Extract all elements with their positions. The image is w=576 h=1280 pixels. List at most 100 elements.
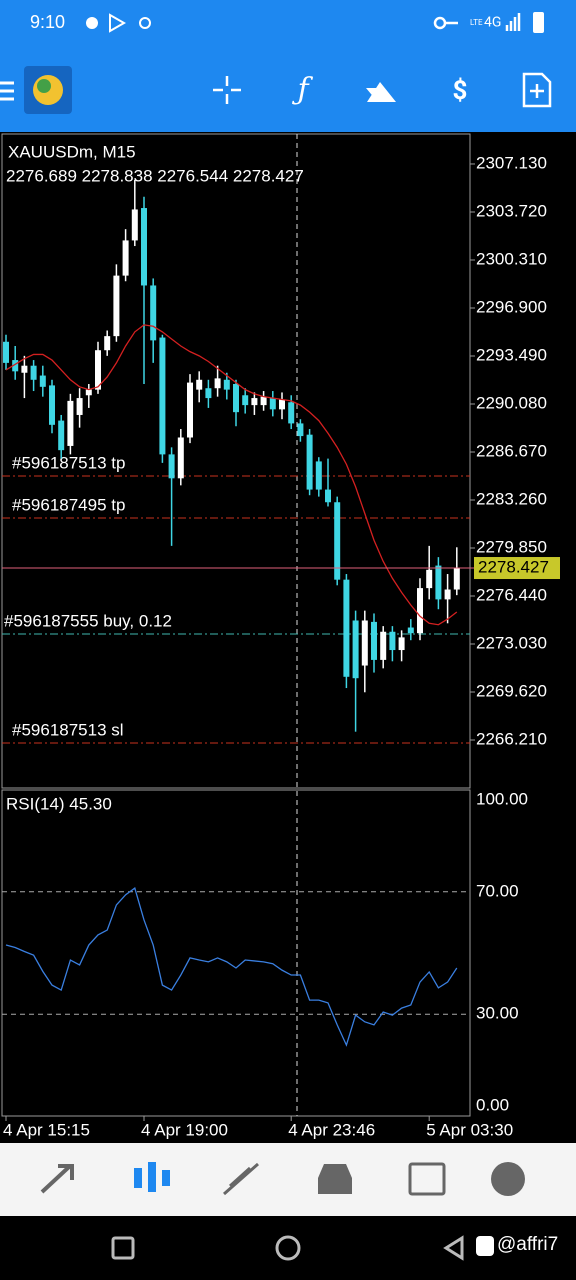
candle-body (269, 398, 276, 410)
x-tick-label: 4 Apr 15:15 (3, 1120, 90, 1139)
candle-body (76, 398, 83, 415)
rsi-tick-label: 70.00 (476, 881, 519, 900)
candle-body (242, 395, 249, 406)
status-icon (109, 13, 127, 33)
candle-body (389, 631, 396, 651)
y-tick-label: 2279.850 (476, 537, 547, 556)
y-tick-label: 2276.440 (476, 585, 547, 604)
y-tick-label: 2266.210 (476, 729, 547, 748)
rsi-tick-label: 100.00 (476, 789, 528, 808)
candle-body (233, 384, 239, 413)
candle-body (177, 437, 184, 479)
price-panel (1, 133, 471, 789)
rsi-tick-label: 0.00 (476, 1095, 509, 1114)
moving-average (5, 324, 458, 626)
y-tick-label: 2293.490 (476, 345, 547, 364)
candle-body (380, 631, 387, 660)
candle-body (352, 620, 359, 679)
y-tick-label: 2273.030 (476, 633, 547, 652)
recents-button[interactable] (111, 1236, 135, 1260)
candle-body (141, 208, 147, 286)
candle-body (113, 275, 120, 337)
candle-body (343, 579, 350, 677)
quotes-tab[interactable] (40, 1164, 74, 1194)
history-tab[interactable] (318, 1164, 352, 1194)
order-label: #596187513 tp (12, 454, 125, 473)
menu-button[interactable] (0, 81, 14, 101)
candle-body (122, 240, 129, 276)
rsi-tick-label: 30.00 (476, 1004, 519, 1023)
rsi-panel (1, 789, 471, 1117)
candle-body (334, 502, 341, 580)
y-tick-label: 2303.720 (476, 201, 547, 220)
candle-body (297, 423, 304, 437)
candle-body (3, 341, 9, 363)
y-tick-label: 2300.310 (476, 249, 547, 268)
candle-body (315, 461, 322, 490)
order-label: #596187495 tp (12, 495, 125, 514)
candle-body (95, 350, 101, 390)
watermark: @affri7 (497, 1234, 558, 1255)
candle-body (398, 637, 405, 651)
trade-button[interactable]: $ (453, 76, 468, 106)
candle-body (417, 588, 423, 634)
y-tick-label: 2269.620 (476, 681, 547, 700)
candle-body (361, 620, 368, 666)
new-order-button[interactable] (522, 72, 552, 108)
candle-body (371, 621, 377, 660)
candle-body (67, 400, 74, 446)
news-tab[interactable] (408, 1162, 446, 1196)
crosshair-button[interactable] (213, 76, 241, 104)
bid-label: 2278.427 (478, 558, 549, 577)
candle-body (325, 489, 331, 503)
chart: XAUUSDm, M15 2276.689 2278.838 2276.544 … (1, 133, 560, 1139)
candle-body (426, 569, 433, 589)
candle-body (21, 365, 28, 373)
candle-body (306, 434, 313, 490)
candle-body (288, 402, 295, 424)
candle-body (214, 378, 221, 389)
candle-body (58, 420, 65, 451)
candle-body (260, 396, 267, 406)
order-label: #596187513 sl (12, 720, 124, 739)
status-icon (86, 17, 98, 29)
trade-tab[interactable] (223, 1162, 259, 1196)
candle-body (407, 627, 414, 634)
objects-button[interactable] (366, 82, 396, 102)
indicators-button[interactable]: ƒ (291, 72, 313, 107)
candle-body (168, 454, 175, 479)
status-icon (139, 17, 151, 29)
candle-body (159, 337, 166, 455)
candle-body (205, 388, 212, 399)
y-tick-label: 2307.130 (476, 153, 547, 172)
battery (533, 12, 544, 33)
candle-body (187, 382, 193, 438)
candle-body (435, 565, 442, 600)
chat-tab[interactable] (491, 1162, 525, 1196)
candle-body (251, 398, 258, 406)
y-tick-label: 2283.260 (476, 489, 547, 508)
ohlc-readout: 2276.689 2278.838 2276.544 2278.427 (6, 166, 304, 185)
y-tick-label: 2290.080 (476, 393, 547, 412)
candle-body (279, 399, 285, 410)
candle-body (30, 365, 37, 380)
candle-body (444, 589, 451, 600)
bottom-nav (0, 1143, 576, 1216)
signal (505, 13, 521, 31)
x-tick-label: 4 Apr 23:46 (288, 1120, 375, 1139)
y-tick-label: 2296.900 (476, 297, 547, 316)
order-label: #596187555 buy, 0.12 (4, 611, 172, 630)
bid-label-box (474, 557, 560, 580)
back-button[interactable] (443, 1235, 464, 1261)
candle-body (131, 209, 138, 241)
y-tick-label: 2286.670 (476, 441, 547, 460)
symbol-title: XAUUSDm, M15 (8, 142, 136, 161)
home-button[interactable] (275, 1235, 301, 1261)
candle-body (104, 336, 111, 351)
candle-body (453, 568, 460, 590)
chart-tab[interactable] (134, 1162, 170, 1192)
rsi-line (5, 887, 458, 1047)
candle-body (223, 379, 230, 390)
network: 4G (484, 15, 501, 31)
